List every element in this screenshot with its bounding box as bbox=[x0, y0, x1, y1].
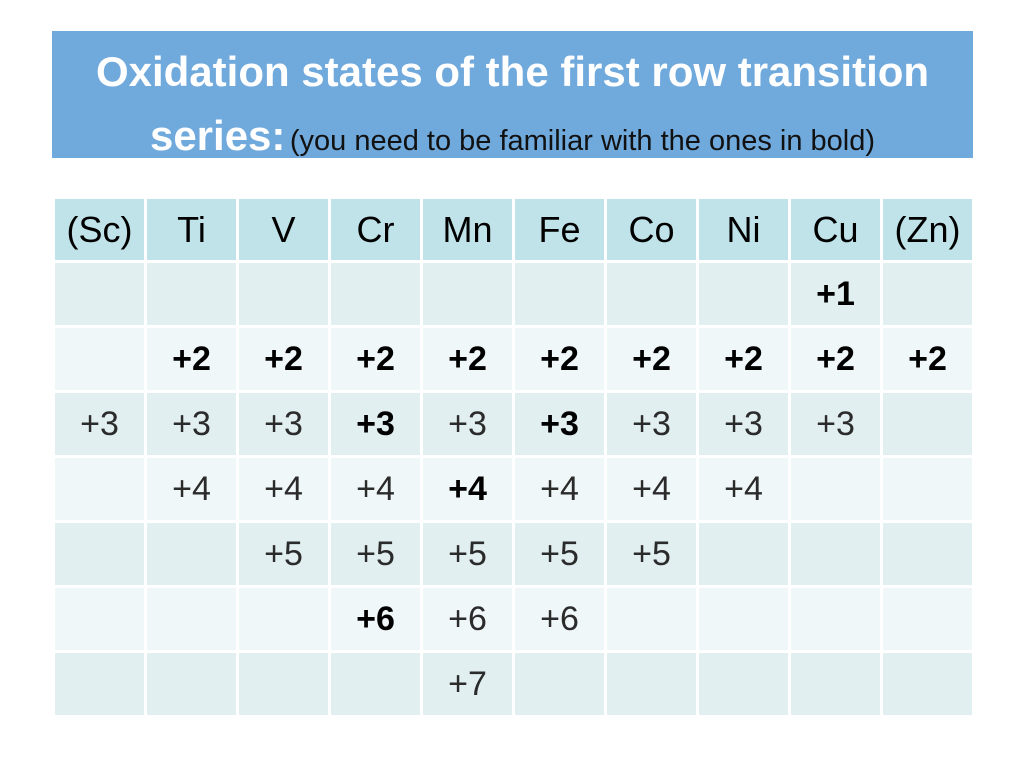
table-row: +3 +3 +3 +3 +3 +3 +3 +3 +3 bbox=[52, 390, 975, 458]
column-header: Ni bbox=[696, 196, 791, 263]
table-cell: +4 bbox=[420, 455, 515, 523]
table-cell: +2 bbox=[144, 325, 239, 393]
column-header: (Sc) bbox=[52, 196, 147, 263]
table-cell: +5 bbox=[328, 520, 423, 588]
table-cell: +3 bbox=[236, 390, 331, 458]
column-header: Cu bbox=[788, 196, 883, 263]
slide-title: Oxidation states of the first row transi… bbox=[95, 48, 930, 159]
table-cell bbox=[880, 390, 975, 458]
table-cell: +6 bbox=[512, 585, 607, 653]
table-cell bbox=[880, 260, 975, 328]
table-cell: +3 bbox=[328, 390, 423, 458]
table-cell: +6 bbox=[420, 585, 515, 653]
table-cell bbox=[696, 260, 791, 328]
table-cell: +3 bbox=[52, 390, 147, 458]
column-header: Mn bbox=[420, 196, 515, 263]
table-row: +1 bbox=[52, 260, 975, 328]
table-row: +5 +5 +5 +5 +5 bbox=[52, 520, 975, 588]
table-cell: +2 bbox=[604, 325, 699, 393]
table-cell: +4 bbox=[328, 455, 423, 523]
table-cell bbox=[52, 520, 147, 588]
table-cell bbox=[144, 260, 239, 328]
table-cell: +4 bbox=[696, 455, 791, 523]
table-cell: +5 bbox=[512, 520, 607, 588]
table-cell bbox=[52, 650, 147, 718]
table-cell bbox=[236, 585, 331, 653]
table-row: +6 +6 +6 bbox=[52, 585, 975, 653]
table-cell: +5 bbox=[604, 520, 699, 588]
table-cell bbox=[696, 585, 791, 653]
table-cell bbox=[604, 650, 699, 718]
table-cell: +4 bbox=[236, 455, 331, 523]
table-row: +2 +2 +2 +2 +2 +2 +2 +2 +2 bbox=[52, 325, 975, 393]
table-cell: +2 bbox=[328, 325, 423, 393]
table-cell bbox=[788, 650, 883, 718]
table-cell bbox=[788, 455, 883, 523]
table-cell: +3 bbox=[788, 390, 883, 458]
table-cell: +2 bbox=[236, 325, 331, 393]
table-body: +1 +2 +2 +2 +2 +2 +2 +2 +2 +2 +3 +3 +3 +3 +3 +3 +3 +3 +3 +4… bbox=[52, 260, 975, 718]
table-cell: +3 bbox=[604, 390, 699, 458]
column-header: Ti bbox=[144, 196, 239, 263]
table-cell: +2 bbox=[788, 325, 883, 393]
table-cell: +4 bbox=[512, 455, 607, 523]
table-cell bbox=[512, 650, 607, 718]
table-cell: +3 bbox=[144, 390, 239, 458]
table-cell: +3 bbox=[696, 390, 791, 458]
table-cell bbox=[512, 260, 607, 328]
table-cell bbox=[880, 585, 975, 653]
slide-subtitle: (you need to be familiar with the ones i… bbox=[289, 125, 876, 157]
table-cell bbox=[696, 520, 791, 588]
table-cell bbox=[788, 585, 883, 653]
table-cell: +5 bbox=[236, 520, 331, 588]
table-cell: +1 bbox=[788, 260, 883, 328]
table-cell bbox=[604, 260, 699, 328]
column-header: Co bbox=[604, 196, 699, 263]
table-cell: +4 bbox=[144, 455, 239, 523]
table-cell: +5 bbox=[420, 520, 515, 588]
column-header: Fe bbox=[512, 196, 607, 263]
table-cell bbox=[144, 520, 239, 588]
table-cell: +4 bbox=[604, 455, 699, 523]
table-cell bbox=[420, 260, 515, 328]
table-cell bbox=[144, 650, 239, 718]
table-cell: +2 bbox=[696, 325, 791, 393]
table-cell bbox=[328, 650, 423, 718]
oxidation-table-container: (Sc) Ti V Cr Mn Fe Co Ni Cu (Zn) +1 +2 +2 +2 +2 +2 +2 +2… bbox=[52, 196, 975, 718]
table-cell: +3 bbox=[420, 390, 515, 458]
column-header: Cr bbox=[328, 196, 423, 263]
table-cell bbox=[880, 455, 975, 523]
title-box: Oxidation states of the first row transi… bbox=[52, 31, 973, 159]
oxidation-states-table: (Sc) Ti V Cr Mn Fe Co Ni Cu (Zn) +1 +2 +2 +2 +2 +2 +2 +2… bbox=[52, 196, 975, 718]
table-cell bbox=[144, 585, 239, 653]
table-row: +4 +4 +4 +4 +4 +4 +4 bbox=[52, 455, 975, 523]
table-cell bbox=[328, 260, 423, 328]
table-cell bbox=[696, 650, 791, 718]
table-row: +7 bbox=[52, 650, 975, 718]
column-header: V bbox=[236, 196, 331, 263]
table-cell: +2 bbox=[420, 325, 515, 393]
table-cell bbox=[604, 585, 699, 653]
table-cell bbox=[52, 325, 147, 393]
table-header-row: (Sc) Ti V Cr Mn Fe Co Ni Cu (Zn) bbox=[52, 196, 975, 263]
table-cell bbox=[788, 520, 883, 588]
table-cell bbox=[52, 455, 147, 523]
table-cell bbox=[52, 585, 147, 653]
column-header: (Zn) bbox=[880, 196, 975, 263]
table-cell: +2 bbox=[880, 325, 975, 393]
table-cell: +2 bbox=[512, 325, 607, 393]
table-cell: +7 bbox=[420, 650, 515, 718]
table-cell bbox=[236, 650, 331, 718]
table-cell bbox=[880, 520, 975, 588]
table-cell bbox=[880, 650, 975, 718]
table-cell: +3 bbox=[512, 390, 607, 458]
table-cell bbox=[52, 260, 147, 328]
table-cell: +6 bbox=[328, 585, 423, 653]
table-cell bbox=[236, 260, 331, 328]
